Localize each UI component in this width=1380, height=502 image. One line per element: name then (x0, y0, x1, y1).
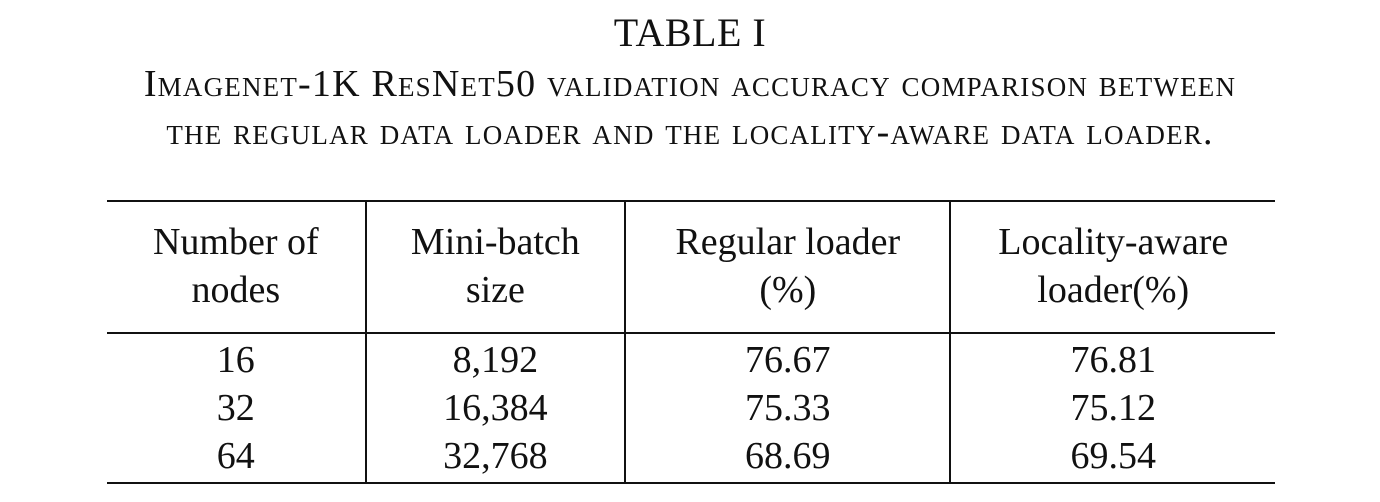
caption-line-1: Imagenet-1K ResNet50 validation accuracy… (143, 63, 1237, 105)
cell-regular: 75.33 (624, 384, 951, 432)
header-number-of-nodes: Number of nodes (107, 200, 366, 334)
header-row: Number of nodes Mini-batch size Regular … (107, 200, 1275, 334)
cell-locality: 76.81 (949, 333, 1275, 384)
cell-nodes: 32 (216, 387, 255, 429)
cell-batch-size: 32,768 (364, 432, 626, 484)
accuracy-table: Number of nodes Mini-batch size Regular … (107, 200, 1275, 484)
header-text: (%) (759, 269, 817, 311)
cell-nodes: 64 (107, 432, 366, 484)
header-regular-loader: Regular loader (%) (624, 200, 951, 334)
table-label: TABLE I (613, 10, 767, 55)
cell-batch-size: 8,192 (364, 333, 626, 384)
cell-regular: 76.67 (624, 333, 951, 384)
cell-regular: 68.69 (624, 432, 951, 484)
caption-line-2: the regular data loader and the locality… (166, 111, 1214, 153)
header-text: Regular loader (675, 221, 901, 263)
header-locality-aware-loader: Locality-aware loader(%) (949, 200, 1275, 334)
header-text: loader(%) (1037, 269, 1190, 311)
table-row: 64 32,768 68.69 69.54 (107, 432, 1275, 484)
header-text: Mini-batch (410, 221, 580, 263)
table-row: 32 16,384 75.33 75.12 (107, 384, 1275, 432)
header-text: Number of (152, 221, 319, 263)
table-caption: Imagenet-1K ResNet50 validation accuracy… (0, 60, 1380, 156)
header-mini-batch-size: Mini-batch size (364, 200, 626, 334)
table-row: 16 8,192 76.67 76.81 (107, 333, 1275, 384)
header-text: Locality-aware (998, 221, 1229, 263)
cell-locality: 69.54 (949, 432, 1275, 484)
cell-locality: 75.12 (949, 384, 1275, 432)
header-text: size (465, 269, 525, 311)
header-text: nodes (191, 269, 281, 311)
cell-batch-size: 16,384 (364, 384, 626, 432)
cell-nodes: 16 (216, 339, 255, 381)
